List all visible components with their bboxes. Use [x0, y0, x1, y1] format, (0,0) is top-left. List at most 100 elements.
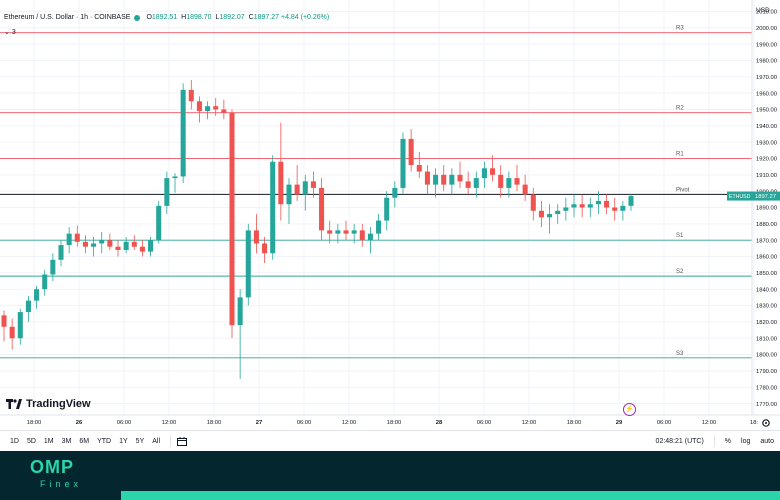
level-label-r1: R1: [676, 151, 684, 157]
candle: [139, 240, 145, 257]
chart-area[interactable]: R3 R2 R1 Pivot S1 S2 S3 1770.00 1780.00 1790.00 1…: [0, 0, 780, 451]
candle-body: [180, 89, 186, 177]
range-all[interactable]: All: [152, 437, 161, 445]
utc-clock[interactable]: 02:48:21 (UTC): [655, 437, 704, 445]
candle-body: [213, 106, 219, 110]
time-tick-label: 06:00: [297, 420, 312, 426]
currency-label[interactable]: USD: [756, 7, 770, 14]
candle: [196, 96, 202, 123]
price-tick-label: 1770.00: [756, 402, 777, 408]
candle-body: [481, 168, 487, 179]
candle-body: [351, 230, 357, 234]
candle-body: [74, 233, 80, 242]
candle: [1, 310, 7, 342]
candle: [481, 161, 487, 188]
candle: [286, 178, 292, 224]
candle: [433, 168, 439, 198]
time-tick-label: 06:00: [117, 420, 132, 426]
symbol-title[interactable]: Ethereum / U.S. Dollar · 1h · COINBASE: [4, 14, 131, 21]
price-tick-label: 1790.00: [756, 369, 777, 375]
auto-scale-toggle[interactable]: auto: [760, 437, 774, 445]
range-1m[interactable]: 1M: [43, 437, 54, 445]
tradingview-icon: [6, 399, 22, 409]
price-tick-label: 1780.00: [756, 385, 777, 391]
chart-background: [0, 0, 780, 430]
candle: [579, 194, 585, 218]
candle-body: [612, 207, 618, 211]
candle: [131, 235, 137, 250]
candle-body: [42, 274, 48, 290]
candle: [465, 171, 471, 195]
candle: [310, 171, 316, 198]
indicators-count: 3: [11, 28, 16, 36]
candle-body: [604, 200, 610, 208]
candle-body: [270, 161, 276, 254]
bottom-right-controls: 02:48:21 (UTC) % log auto: [656, 431, 780, 451]
footer-logo[interactable]: OMP: [30, 457, 75, 477]
settings-gear-icon[interactable]: [762, 419, 770, 427]
range-6m[interactable]: 6M: [79, 437, 90, 445]
candle: [205, 101, 211, 120]
indicators-toggle[interactable]: ⌄ 3: [4, 28, 16, 37]
range-1y[interactable]: 1Y: [119, 437, 128, 445]
candle-body: [408, 138, 414, 166]
candle: [278, 122, 284, 221]
range-ytd[interactable]: YTD: [97, 437, 112, 445]
footer-accent-strip: [121, 491, 780, 500]
lightning-icon[interactable]: ⚡: [623, 403, 636, 416]
candle-body: [91, 243, 97, 247]
low-value: 1892.07: [219, 14, 245, 21]
open-label: O: [146, 14, 152, 21]
candle: [628, 194, 634, 211]
candle-body: [490, 168, 496, 175]
time-tick-label: 12:00: [702, 420, 717, 426]
candle: [563, 197, 569, 221]
candle-body: [205, 106, 211, 112]
candle-body: [563, 207, 569, 211]
candle-body: [514, 178, 520, 185]
divider: [170, 435, 172, 447]
candle-body: [58, 245, 64, 260]
price-tick-label: 1990.00: [756, 42, 777, 48]
time-tick-label: 12:00: [522, 420, 537, 426]
log-scale-toggle[interactable]: log: [741, 437, 751, 445]
candle: [74, 225, 80, 247]
candle: [58, 240, 64, 267]
candle: [392, 181, 398, 208]
candle-body: [66, 233, 72, 246]
candle-body: [302, 181, 308, 195]
candle-body: [25, 300, 31, 313]
candle-body: [107, 240, 113, 247]
candle-body: [294, 184, 300, 195]
candle-body: [188, 89, 194, 102]
candle: [213, 98, 219, 117]
candle: [416, 151, 422, 179]
candle: [188, 80, 194, 110]
candle: [571, 194, 577, 218]
range-5y[interactable]: 5Y: [135, 437, 145, 445]
price-axis[interactable]: 1770.00 1780.00 1790.00 1800.00 1810.00 1820.…: [756, 10, 777, 408]
price-tick-label: 1810.00: [756, 336, 777, 342]
tradingview-logo[interactable]: TradingView: [6, 398, 91, 410]
candle: [522, 174, 528, 201]
price-tag-value: 1897.27: [755, 194, 776, 200]
price-tick-label: 1860.00: [756, 255, 777, 261]
percent-scale-toggle[interactable]: %: [724, 437, 732, 445]
date-range-icon[interactable]: [177, 436, 188, 446]
time-tick-label: 18:00: [387, 420, 402, 426]
candle: [262, 236, 268, 264]
range-3m[interactable]: 3M: [61, 437, 72, 445]
candle: [25, 295, 31, 322]
candle: [595, 191, 601, 215]
last-price-tag: ETHUSD 1897.27: [727, 191, 780, 201]
range-1d[interactable]: 1D: [10, 437, 19, 445]
candle: [107, 233, 113, 250]
level-label-s2: S2: [676, 269, 684, 275]
bottom-toolbar: 1D 5D 1M 3M 6M YTD 1Y 5Y All 02:48:21 (U…: [0, 430, 780, 451]
open-value: 1892.51: [151, 14, 178, 21]
candle: [473, 171, 479, 198]
range-5d[interactable]: 5D: [26, 437, 36, 445]
candle: [294, 165, 300, 201]
time-axis[interactable]: 18:00 26 06:00 12:00 18:00 27 06:00 12:00 18:00 2…: [27, 420, 759, 426]
